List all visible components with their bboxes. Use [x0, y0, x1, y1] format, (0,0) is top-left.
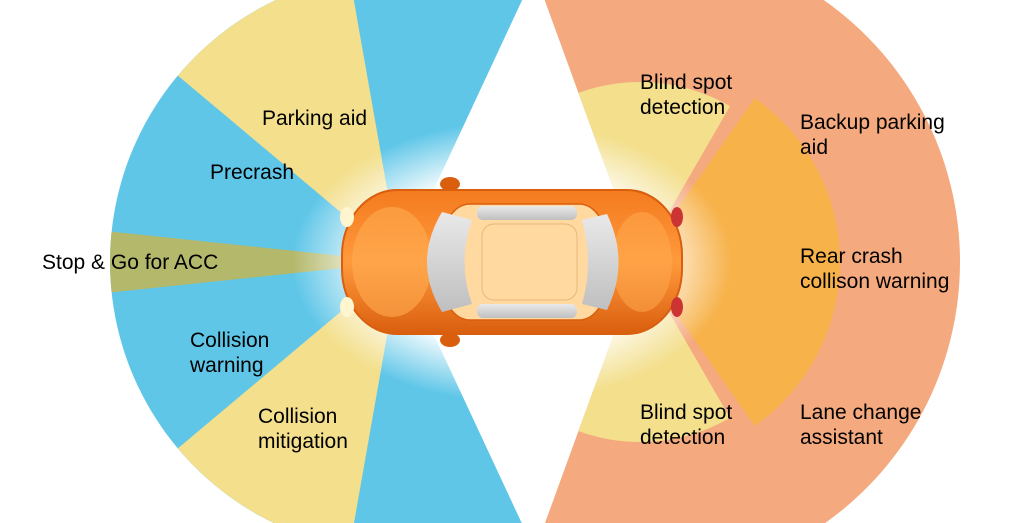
label-blind-spot-top: Blind spotdetection [640, 70, 732, 120]
label-stop-go: Stop & Go for ACC [42, 250, 218, 275]
label-rear-crash: Rear crashcollison warning [800, 244, 949, 294]
label-blind-spot-bottom: Blind spotdetection [640, 400, 732, 450]
label-collision-warning: Collisionwarning [190, 328, 269, 378]
label-parking-aid: Parking aid [262, 106, 367, 131]
label-collision-mitigation: Collisionmitigation [258, 404, 348, 454]
sensor-coverage-diagram: { "canvas": {"width":1024,"height":523,"… [0, 0, 1024, 523]
label-backup-parking: Backup parkingaid [800, 110, 945, 160]
label-lane-change: Lane changeassistant [800, 400, 921, 450]
label-precrash: Precrash [210, 160, 294, 185]
